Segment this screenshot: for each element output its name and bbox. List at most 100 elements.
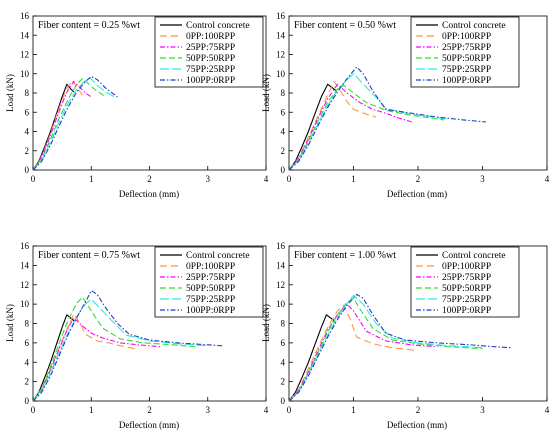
- y-tick-label: 6: [25, 338, 30, 348]
- x-tick-label: 1: [351, 174, 356, 184]
- y-tick-label: 12: [276, 50, 285, 60]
- x-axis-label: Deflection (mm): [119, 420, 179, 430]
- y-tick-label: 16: [276, 11, 286, 21]
- y-axis-label: Load (kN): [5, 74, 15, 112]
- x-tick-label: 0: [287, 405, 292, 415]
- y-tick-label: 2: [25, 377, 30, 387]
- y-tick-label: 14: [20, 260, 30, 270]
- legend-entry: 50PP:50RPP: [186, 284, 235, 294]
- series-line-5: [288, 73, 448, 171]
- fiber-content-annotation: Fiber content = 0.25 %wt: [38, 20, 140, 31]
- y-tick-label: 14: [20, 30, 30, 40]
- y-tick-label: 0: [281, 165, 286, 175]
- y-tick-label: 10: [276, 69, 286, 79]
- x-tick-label: 4: [545, 405, 550, 415]
- y-tick-label: 2: [281, 146, 286, 156]
- legend-box: [410, 16, 520, 88]
- y-tick-label: 6: [281, 338, 286, 348]
- legend-entry: Control concrete: [186, 21, 250, 31]
- fiber-content-annotation: Fiber content = 0.75 %wt: [38, 250, 140, 261]
- legend-entry: 0PP:100RPP: [186, 32, 235, 42]
- y-tick-label: 8: [25, 88, 30, 98]
- y-axis-label: Load (kN): [261, 74, 271, 112]
- y-tick-label: 14: [276, 260, 286, 270]
- legend-entry: 100PP:0RPP: [442, 76, 491, 86]
- y-tick-label: 14: [276, 30, 286, 40]
- legend-entry: Control concrete: [442, 251, 506, 261]
- series-line-6: [288, 293, 512, 402]
- y-tick-label: 12: [20, 280, 29, 290]
- legend-entry: 100PP:0RPP: [186, 76, 235, 86]
- x-axis-label: Deflection (mm): [119, 189, 179, 199]
- y-tick-label: 8: [25, 319, 30, 329]
- x-tick-label: 4: [545, 174, 550, 184]
- legend-entry: Control concrete: [442, 21, 506, 31]
- legend-entry: 50PP:50RPP: [442, 284, 491, 294]
- y-tick-label: 16: [276, 241, 286, 251]
- series-line-3: [288, 83, 412, 171]
- series-line-6: [32, 290, 223, 402]
- y-tick-label: 4: [281, 357, 286, 367]
- legend-entry: 25PP:75RPP: [186, 43, 235, 53]
- x-tick-label: 0: [31, 174, 36, 184]
- legend-entry: 25PP:75RPP: [442, 273, 491, 283]
- x-axis-label: Deflection (mm): [387, 189, 447, 199]
- x-tick-label: 3: [480, 174, 485, 184]
- legend-entry: 0PP:100RPP: [186, 262, 235, 272]
- y-tick-label: 8: [281, 319, 286, 329]
- y-tick-label: 16: [20, 11, 30, 21]
- series-line-3: [32, 80, 92, 171]
- y-tick-label: 10: [20, 299, 30, 309]
- y-axis-label: Load (kN): [261, 304, 271, 342]
- x-tick-label: 3: [480, 405, 485, 415]
- y-tick-label: 4: [25, 127, 30, 137]
- y-tick-label: 8: [281, 88, 286, 98]
- x-tick-label: 2: [416, 174, 421, 184]
- legend-box: [410, 246, 520, 318]
- legend-entry: 25PP:75RPP: [186, 273, 235, 283]
- legend-entry: 75PP:25RPP: [442, 295, 491, 305]
- x-tick-label: 1: [351, 405, 356, 415]
- series-line-5: [32, 298, 208, 402]
- fiber-content-annotation: Fiber content = 0.50 %wt: [294, 20, 396, 31]
- legend-entry: 75PP:25RPP: [186, 295, 235, 305]
- series-line-2: [288, 304, 419, 402]
- x-tick-label: 0: [31, 405, 36, 415]
- legend-entry: 50PP:50RPP: [186, 54, 235, 64]
- fiber-content-annotation: Fiber content = 1.00 %wt: [294, 250, 396, 261]
- series-line-1: [288, 314, 336, 402]
- series-line-2: [288, 80, 377, 171]
- y-tick-label: 10: [20, 69, 30, 79]
- series-line-5: [288, 294, 483, 402]
- x-tick-label: 2: [147, 174, 152, 184]
- y-tick-label: 2: [25, 146, 30, 156]
- y-tick-label: 4: [281, 127, 286, 137]
- series-line-6: [288, 66, 486, 171]
- series-line-6: [32, 76, 118, 171]
- legend-entry: 75PP:25RPP: [186, 65, 235, 75]
- x-axis-label: Deflection (mm): [387, 420, 447, 430]
- legend-entry: Control concrete: [186, 251, 250, 261]
- legend-entry: 25PP:75RPP: [442, 43, 491, 53]
- x-tick-label: 2: [416, 405, 421, 415]
- series-line-4: [32, 78, 107, 171]
- series-line-2: [32, 79, 83, 171]
- y-tick-label: 12: [276, 280, 285, 290]
- x-tick-label: 1: [89, 174, 94, 184]
- x-tick-label: 3: [206, 405, 211, 415]
- legend-entry: 100PP:0RPP: [186, 306, 235, 316]
- series-line-4: [32, 296, 197, 402]
- y-tick-label: 6: [281, 107, 286, 117]
- series-line-4: [288, 84, 444, 171]
- legend-box: [154, 246, 264, 318]
- legend-entry: 100PP:0RPP: [442, 306, 491, 316]
- series-line-3: [32, 317, 162, 402]
- y-tick-label: 10: [276, 299, 286, 309]
- x-tick-label: 0: [287, 174, 292, 184]
- x-tick-label: 3: [206, 174, 211, 184]
